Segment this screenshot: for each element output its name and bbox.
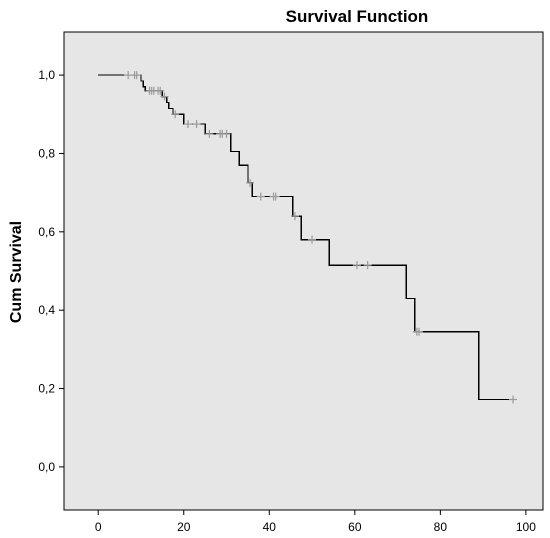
censor-marker — [171, 110, 180, 119]
y-tick-label: 0,6 — [38, 225, 55, 239]
y-tick-label: 1,0 — [38, 68, 55, 82]
censor-marker — [308, 235, 317, 244]
censor-marker — [256, 192, 265, 201]
x-tick-label: 40 — [263, 520, 277, 534]
y-tick-label: 0,0 — [38, 460, 55, 474]
censor-marker — [509, 395, 518, 404]
tick-labels-layer: 0 20 40 60 80 100 0,0 0,2 0,4 0,6 0,8 1,0 — [38, 68, 536, 534]
censor-marker — [184, 120, 193, 129]
censor-marker — [290, 212, 299, 221]
axes-layer — [59, 74, 527, 515]
plot-area — [63, 31, 544, 511]
y-tick-label: 0,2 — [38, 382, 55, 396]
y-tick-label: 0,4 — [38, 303, 55, 317]
censor-marker — [222, 129, 231, 138]
censored-markers-layer — [124, 71, 518, 404]
y-axis-label: Cum Survival — [8, 221, 25, 323]
y-tick-label: 0,8 — [38, 146, 55, 160]
x-tick-label: 20 — [177, 520, 191, 534]
x-tick-label: 100 — [516, 520, 536, 534]
censor-marker — [192, 120, 201, 129]
x-tick-label: 80 — [434, 520, 448, 534]
censor-marker — [271, 192, 280, 201]
chart-title: Survival Function — [286, 7, 429, 26]
censor-marker — [352, 261, 361, 270]
censor-marker — [132, 71, 141, 80]
censor-marker — [156, 86, 165, 95]
censor-marker — [414, 327, 423, 336]
censor-marker — [160, 92, 169, 101]
censor-marker — [205, 129, 214, 138]
x-tick-label: 0 — [95, 520, 102, 534]
x-tick-label: 60 — [348, 520, 362, 534]
censor-marker — [246, 178, 255, 187]
censor-marker — [363, 261, 372, 270]
